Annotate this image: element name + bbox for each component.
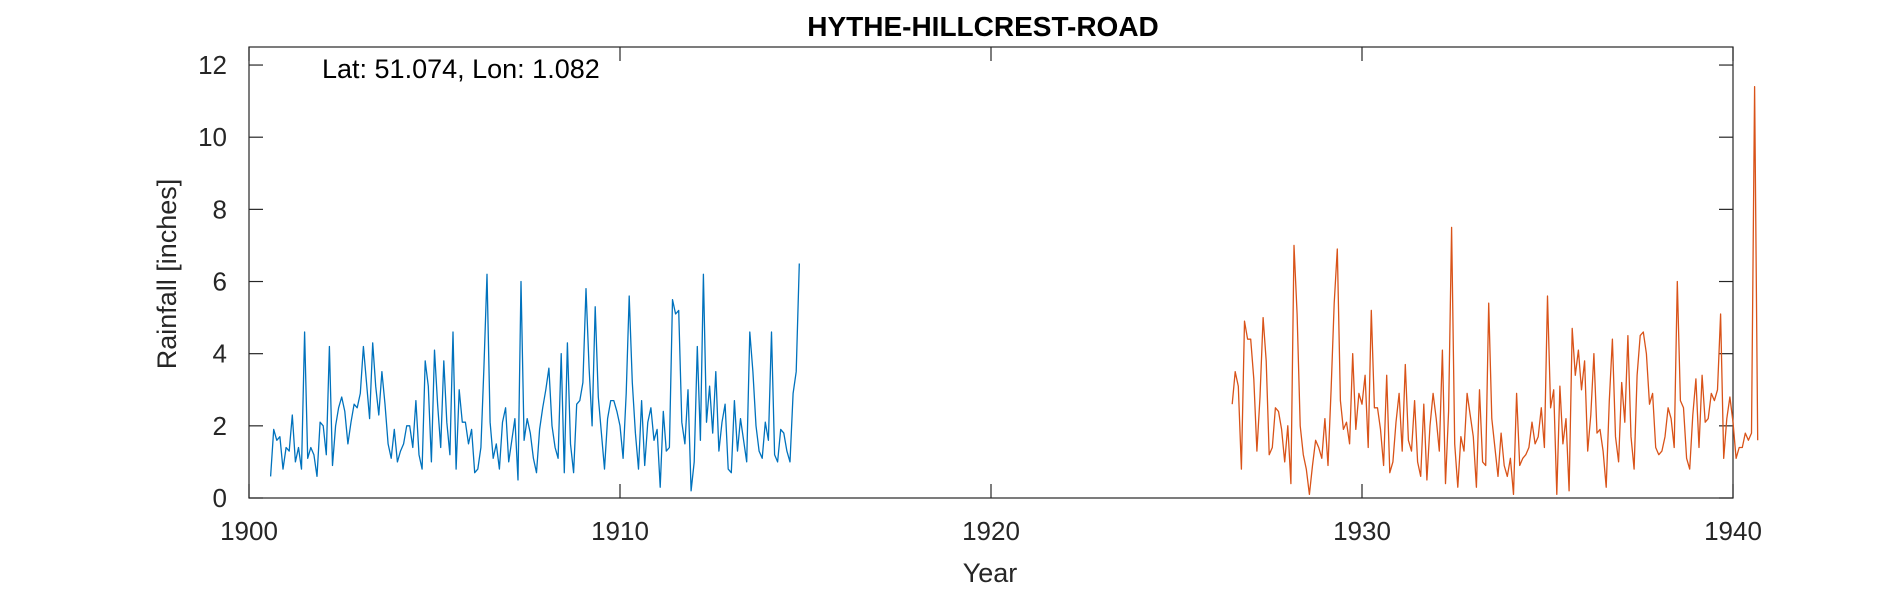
y-axis: 0 2 4 6 8 10 12 (198, 50, 1733, 513)
x-axis-title: Year (963, 558, 1018, 588)
y-tick-label: 8 (213, 194, 227, 224)
x-tick-label: 1920 (962, 516, 1020, 546)
plot-area-frame (248, 46, 1734, 499)
station-coordinates-label: Lat: 51.074, Lon: 1.082 (322, 54, 600, 84)
x-tick-label: 1940 (1704, 516, 1762, 546)
x-tick-label: 1930 (1333, 516, 1391, 546)
y-tick-label: 6 (213, 267, 227, 297)
y-axis-title: Rainfall [inches] (152, 179, 182, 370)
series-line-1 (269, 263, 800, 492)
series-layer (269, 86, 1759, 496)
y-tick-label: 4 (213, 339, 227, 369)
y-tick-label: 12 (198, 50, 227, 80)
y-tick-label: 2 (213, 411, 227, 441)
y-tick-label: 0 (213, 483, 227, 513)
y-tick-label: 10 (198, 122, 227, 152)
series-line-2 (1231, 86, 1759, 496)
x-tick-label: 1900 (220, 516, 278, 546)
x-axis: 1900 1910 1920 1930 1940 (220, 47, 1762, 546)
x-tick-label: 1910 (591, 516, 649, 546)
chart-title: HYTHE-HILLCREST-ROAD (807, 11, 1159, 42)
